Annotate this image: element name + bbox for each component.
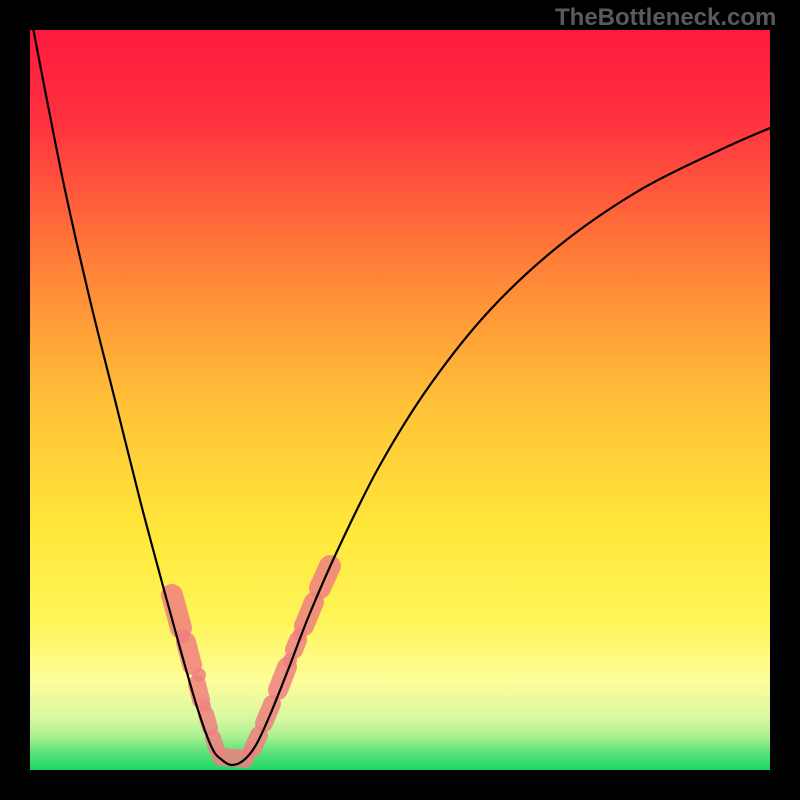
marker-segment	[213, 738, 217, 750]
chart-svg	[0, 0, 800, 800]
watermark-text: TheBottleneck.com	[555, 4, 776, 32]
marker-dot	[192, 668, 206, 682]
marker-segment	[206, 714, 210, 728]
marker-dot	[199, 700, 211, 712]
marker-segment	[197, 684, 201, 700]
plot-background	[30, 30, 770, 770]
chart-area	[0, 0, 800, 800]
marker-segment	[186, 642, 192, 665]
marker-segment	[221, 757, 245, 759]
